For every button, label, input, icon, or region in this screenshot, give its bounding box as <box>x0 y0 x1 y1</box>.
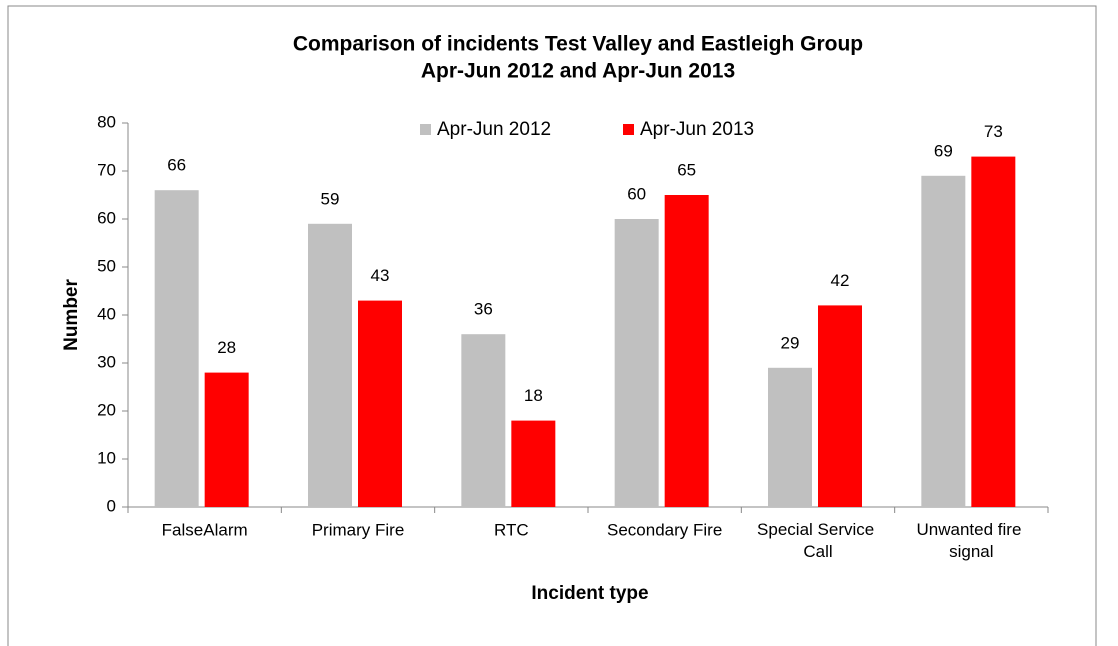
y-tick-label: 50 <box>97 256 116 275</box>
x-tick-label: RTC <box>494 520 529 539</box>
legend-label: Apr-Jun 2012 <box>437 119 551 140</box>
bar <box>358 300 402 507</box>
bar <box>511 420 556 507</box>
value-label: 59 <box>321 189 340 208</box>
y-tick-label: 30 <box>97 352 116 371</box>
bar <box>768 367 812 507</box>
bar <box>664 195 709 507</box>
value-label: 73 <box>984 122 1003 141</box>
y-tick-label: 10 <box>97 448 116 467</box>
legend-swatch <box>623 124 634 135</box>
bar <box>308 223 352 508</box>
bar <box>154 190 199 507</box>
bar <box>461 334 506 507</box>
value-label: 60 <box>627 184 646 203</box>
bar <box>921 175 966 508</box>
value-label: 42 <box>831 271 850 290</box>
value-label: 29 <box>781 333 800 352</box>
x-tick-label: Secondary Fire <box>607 520 722 539</box>
value-label: 66 <box>167 156 186 175</box>
value-label: 18 <box>524 386 543 405</box>
bar <box>971 156 1016 507</box>
x-tick-label: Unwanted fire signal <box>917 520 1027 561</box>
legend-swatch <box>420 124 431 135</box>
bar <box>818 305 862 507</box>
value-label: 65 <box>677 160 696 179</box>
y-tick-label: 0 <box>107 496 116 515</box>
legend-label: Apr-Jun 2013 <box>640 119 754 140</box>
y-tick-label: 70 <box>97 160 116 179</box>
y-tick-label: 20 <box>97 400 116 419</box>
y-tick-label: 40 <box>97 304 116 323</box>
value-label: 43 <box>371 266 390 285</box>
x-axis-title: Incident type <box>531 583 648 604</box>
bar <box>204 372 249 507</box>
value-label: 28 <box>217 338 236 357</box>
x-tick-label: Special Service Call <box>757 520 879 561</box>
x-tick-label: FalseAlarm <box>162 520 248 539</box>
chart-title: Comparison of incidents Test Valley and … <box>293 33 863 56</box>
y-tick-label: 80 <box>97 112 116 131</box>
chart-subtitle: Apr-Jun 2012 and Apr-Jun 2013 <box>421 60 735 83</box>
value-label: 36 <box>474 300 493 319</box>
y-tick-label: 60 <box>97 208 116 227</box>
value-label: 69 <box>934 141 953 160</box>
bar <box>614 219 659 507</box>
y-axis-title: Number <box>61 279 82 351</box>
x-tick-label: Primary Fire <box>312 520 405 539</box>
